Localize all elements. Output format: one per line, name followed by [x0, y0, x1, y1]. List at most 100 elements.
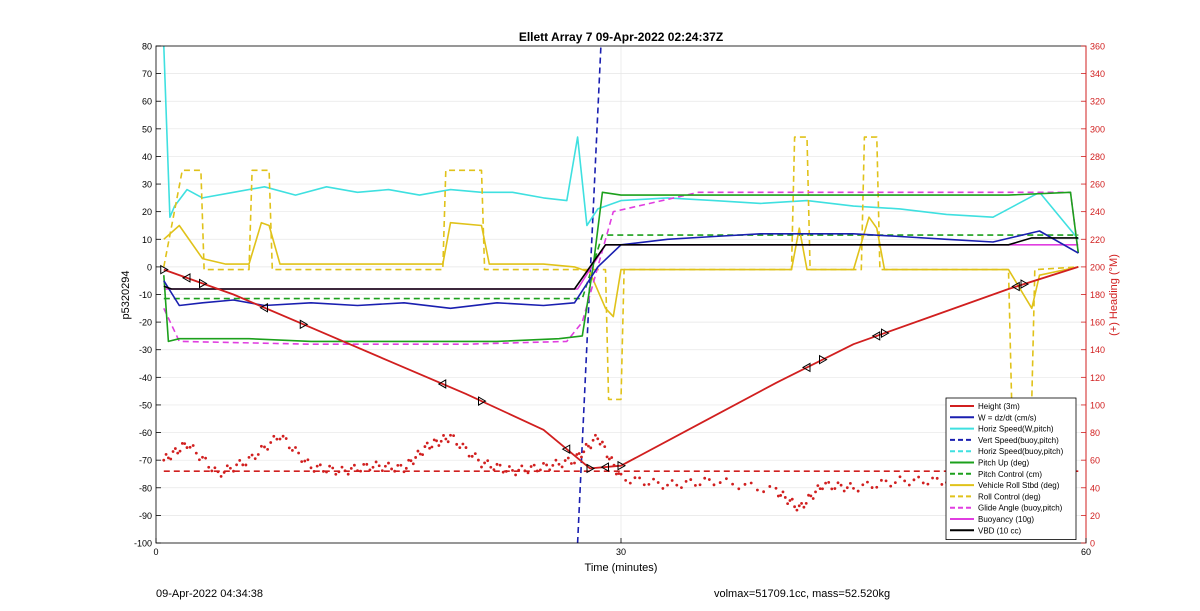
heading-point [337, 470, 341, 474]
heading-point [675, 483, 679, 487]
heading-point [291, 448, 294, 452]
heading-point [495, 462, 499, 466]
heading-point [377, 464, 381, 468]
heading-point [884, 479, 888, 483]
y2-tick-label: 100 [1090, 400, 1105, 410]
legend-label: Height (3m) [978, 402, 1020, 411]
series-vbd-10-cc [163, 237, 1079, 290]
height-marker [259, 302, 268, 313]
heading-point [818, 487, 822, 490]
heading-point [573, 461, 576, 465]
heading-point [222, 471, 226, 474]
heading-point [839, 483, 843, 487]
heading-point [180, 441, 184, 445]
heading-point [907, 483, 911, 487]
heading-point [774, 486, 778, 490]
heading-point [207, 465, 211, 469]
y-axis-label: p5320294 [120, 271, 132, 320]
y-tick-label: 80 [142, 42, 152, 52]
heading-point [619, 472, 623, 476]
y-tick-label: 60 [142, 97, 152, 107]
heading-point [680, 486, 683, 490]
x-tick-label: 30 [616, 547, 626, 557]
heading-point [638, 476, 641, 480]
heading-point [703, 476, 707, 480]
legend-label: Glide Angle (buoy,pitch) [978, 504, 1063, 513]
heading-point [718, 481, 722, 484]
heading-point [164, 453, 168, 456]
heading-point [756, 488, 759, 492]
right-axis: 0 20 40 60 80 100 120 140 160 180 200 220 240 260 280 3… [1081, 42, 1105, 549]
heading-point [437, 444, 441, 447]
height-marker [299, 319, 309, 330]
heading-point [501, 470, 505, 474]
heading-point [455, 442, 459, 446]
y2-tick-label: 120 [1090, 373, 1105, 383]
legend-box [945, 397, 1077, 541]
height-marker [1020, 279, 1030, 289]
heading-point [807, 493, 810, 497]
heading-point [921, 481, 925, 485]
height-marker [871, 331, 881, 341]
heading-point [191, 444, 195, 447]
heading-point [614, 472, 618, 476]
heading-point [870, 486, 874, 489]
heading-point [689, 478, 693, 481]
heading-point [814, 490, 817, 494]
heading-point [194, 451, 198, 455]
heading-point [642, 483, 646, 487]
heading-point [489, 465, 493, 469]
heading-point [539, 468, 542, 472]
y-tick-label: -100 [134, 539, 152, 549]
heading-point [797, 504, 801, 508]
heading-point [661, 487, 665, 490]
heading-point [737, 487, 741, 491]
heading-point [256, 453, 260, 456]
heading-point [793, 505, 796, 509]
heading-point [411, 462, 415, 466]
legend-label: Horiz Speed(buoy,pitch) [978, 447, 1064, 456]
heading-point [584, 442, 588, 446]
heading-point [575, 453, 579, 456]
legend-label: W = dz/dt (cm/s) [978, 413, 1037, 422]
heading-point [804, 501, 808, 505]
y2-tick-label: 340 [1090, 69, 1105, 79]
heading-point [269, 441, 273, 444]
heading-point [162, 458, 166, 462]
y-tick-label: -10 [139, 290, 152, 300]
heading-point [504, 470, 508, 473]
heading-point [779, 494, 783, 497]
heading-point [346, 472, 350, 476]
heading-point [856, 489, 860, 493]
y-tick-label: -70 [139, 456, 152, 466]
heading-point [816, 484, 820, 488]
heading-point [464, 446, 468, 449]
y2-tick-label: 180 [1090, 290, 1105, 300]
heading-point [343, 469, 347, 473]
heading-point [275, 437, 279, 441]
heading-point [800, 501, 803, 505]
height-marker [478, 396, 487, 406]
heading-point [198, 458, 201, 462]
heading-point [598, 442, 602, 446]
heading-point [402, 470, 406, 474]
heading-point [312, 470, 316, 473]
heading-point [926, 482, 930, 486]
heading-point [278, 437, 282, 441]
series-pitch-up-deg [163, 191, 1080, 343]
heading-point [384, 464, 387, 468]
heading-point [554, 458, 558, 462]
heading-point [526, 471, 530, 475]
y2-tick-label: 20 [1090, 511, 1100, 521]
heading-point [284, 437, 288, 440]
heading-point [183, 442, 187, 446]
heading-point [473, 452, 477, 456]
x-tick-label: 0 [153, 547, 158, 557]
heading-point [594, 433, 597, 437]
heading-point [577, 452, 581, 455]
heading-point [788, 499, 792, 502]
y-tick-label: 30 [142, 180, 152, 190]
heading-point [548, 468, 552, 472]
heading-point [633, 476, 637, 480]
heading-point [786, 502, 790, 506]
